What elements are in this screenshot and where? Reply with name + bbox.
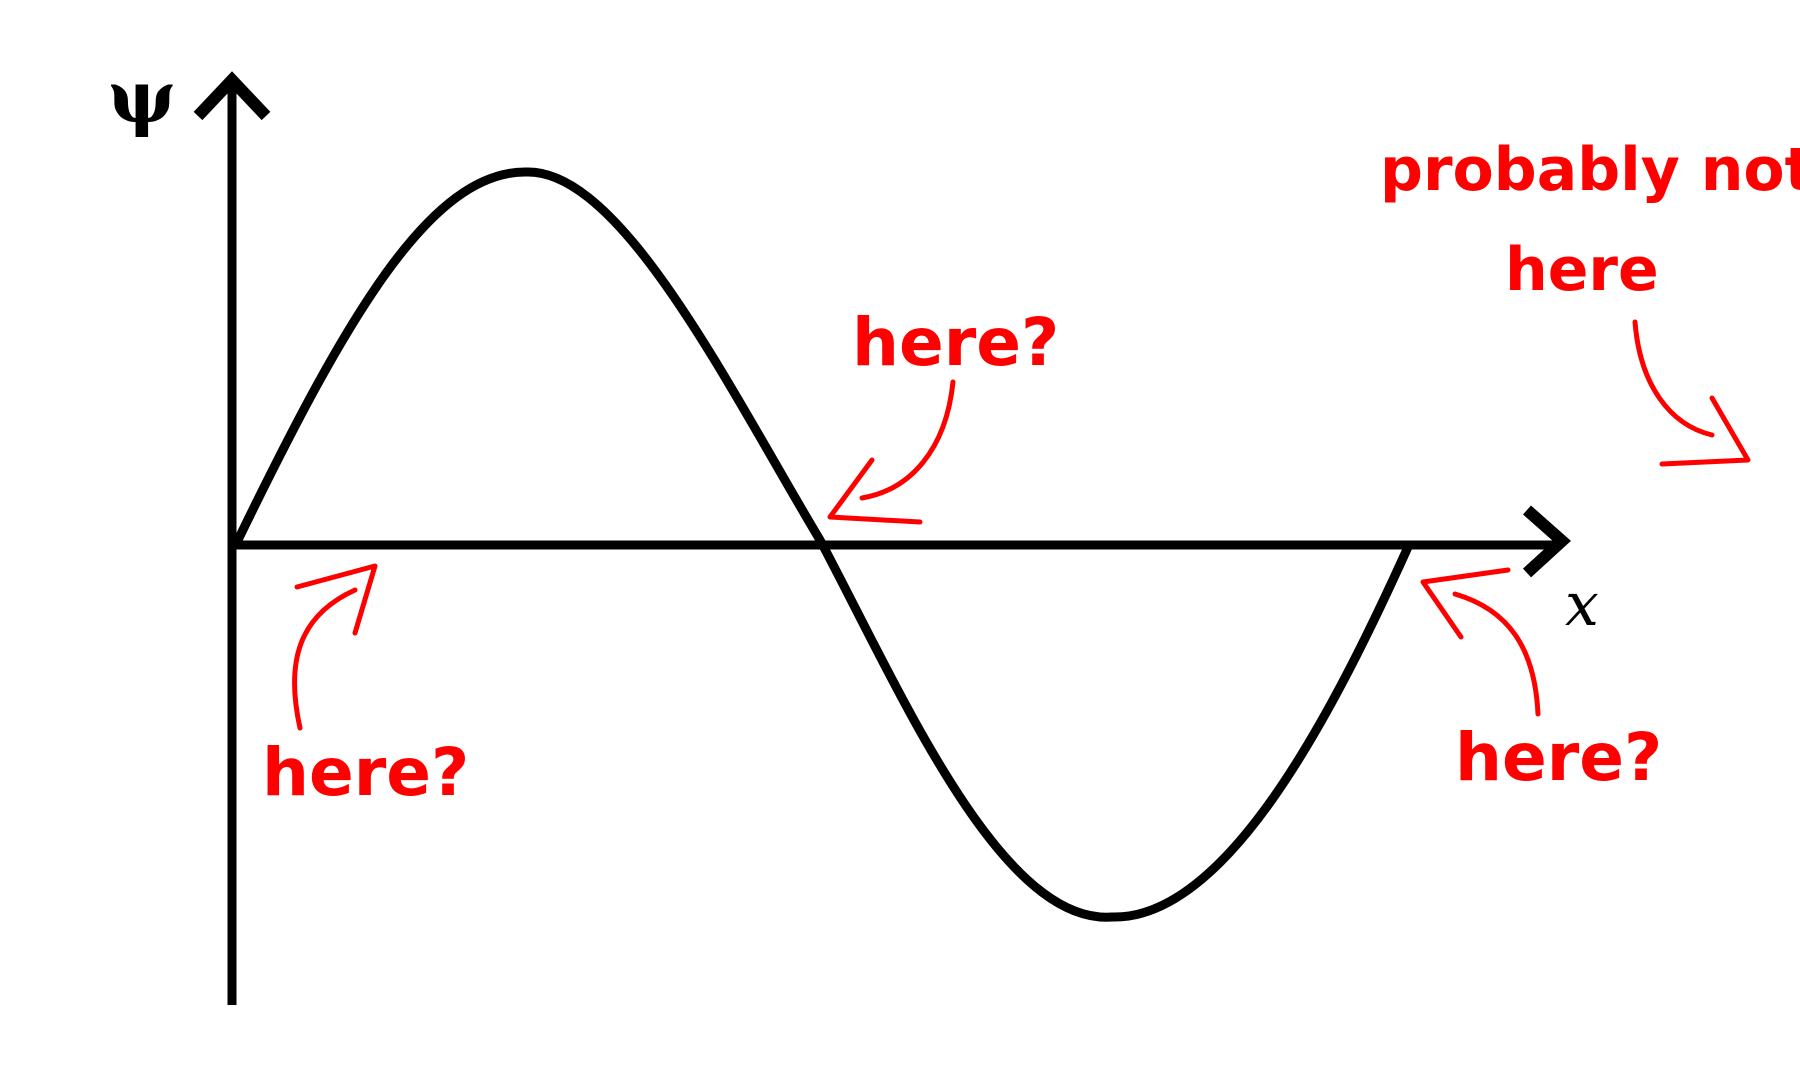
- left-node-arrowhead: [294, 563, 378, 636]
- right-node-label: here?: [1455, 719, 1662, 796]
- x-axis-label: x: [1565, 570, 1599, 640]
- middle-node-arrowhead: [827, 457, 923, 525]
- left-node-arrow: [292, 587, 358, 731]
- outside-label-line1: probably not: [1380, 135, 1800, 205]
- middle-node-arrow: [859, 379, 956, 501]
- x-axis-arrowhead: [1522, 505, 1571, 578]
- y-axis-label: ψ: [108, 54, 176, 139]
- outside-arrow: [1632, 319, 1715, 438]
- middle-node-label: here?: [852, 304, 1059, 381]
- wavefunction-curve: [233, 167, 1413, 922]
- left-node-label: here?: [262, 734, 469, 811]
- outside-label-line2: here: [1505, 235, 1659, 305]
- outside-arrowhead: [1659, 395, 1751, 467]
- y-axis-arrowhead: [193, 71, 271, 121]
- right-node-arrow: [1452, 591, 1541, 717]
- right-node-arrowhead: [1420, 567, 1511, 640]
